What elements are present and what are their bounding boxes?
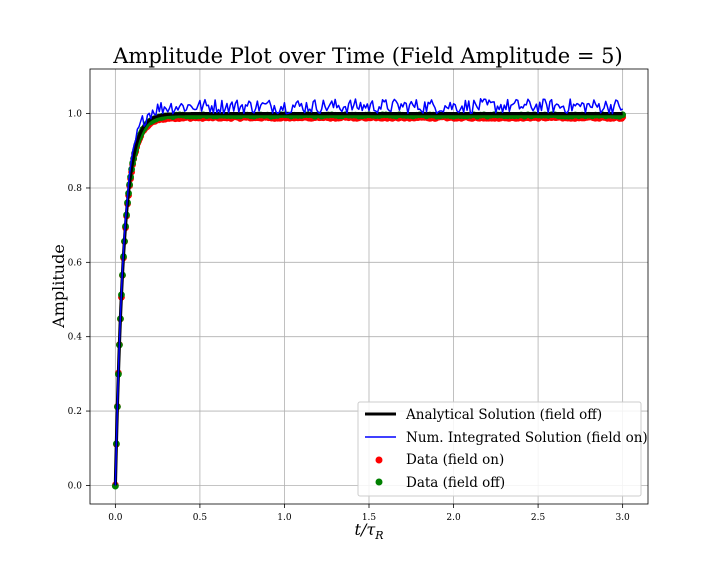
y-tick-label: 0.0 (68, 481, 83, 491)
legend-label-analytical: Analytical Solution (field off) (405, 407, 602, 423)
x-tick-label: 0.0 (108, 513, 123, 523)
legend-label-numerical: Num. Integrated Solution (field on) (406, 430, 648, 446)
grid (90, 69, 648, 504)
ticks: 0.0 0.5 1.0 1.5 2.0 2.5 3.0 0.0 0.2 0.4 0.6 0.8 1.0 (68, 110, 630, 523)
y-tick-label: 0.2 (68, 407, 82, 417)
legend-label-data-field-off: Data (field off) (406, 475, 505, 491)
x-tick-label: 1.0 (277, 513, 292, 523)
y-tick-label: 0.4 (68, 333, 83, 343)
legend: Analytical Solution (field off) Num. Int… (357, 401, 648, 497)
x-tick-label: 3.0 (615, 513, 630, 523)
x-tick-label: 0.5 (193, 513, 208, 523)
y-axis-label: Amplitude (49, 244, 68, 329)
legend-marker-data-field-on (375, 456, 383, 464)
series-layer (111, 98, 627, 490)
y-tick-label: 0.6 (68, 258, 83, 268)
legend-marker-data-field-off (375, 478, 383, 486)
x-axis-label-main: t/τ (355, 520, 377, 539)
x-tick-label: 2.0 (446, 513, 461, 523)
y-tick-label: 0.8 (68, 184, 83, 194)
legend-label-data-field-on: Data (field on) (406, 452, 504, 468)
x-axis-label-subscript: R (374, 529, 383, 542)
legend-box (357, 401, 642, 497)
x-tick-label: 2.5 (531, 513, 546, 523)
series-line-numerical (114, 98, 624, 486)
data-point-field-off (111, 482, 119, 490)
chart-title: Amplitude Plot over Time (Field Amplitud… (112, 44, 623, 68)
x-tick-label: 1.5 (362, 513, 377, 523)
y-tick-label: 1.0 (68, 110, 83, 120)
x-axis-label: t/τR (355, 520, 384, 542)
